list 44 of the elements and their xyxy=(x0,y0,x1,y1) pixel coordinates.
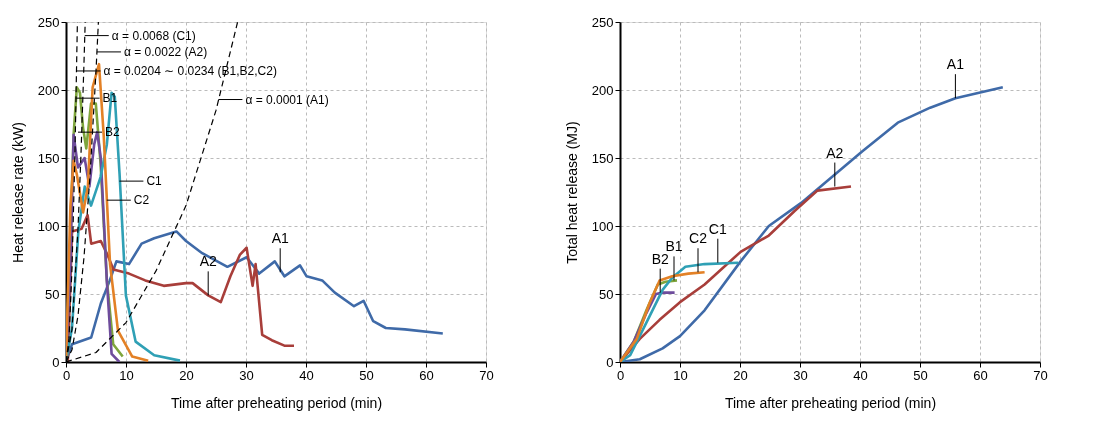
x-tick-label: 30 xyxy=(239,367,254,383)
x-tick-label: 70 xyxy=(479,367,494,383)
y-tick-label: 250 xyxy=(37,14,60,30)
x-tick-label: 40 xyxy=(853,367,868,383)
x-tick-label: 50 xyxy=(913,367,928,383)
y-tick-label: 100 xyxy=(37,218,60,234)
x-tick-label: 20 xyxy=(733,367,748,383)
y-tick-label: 50 xyxy=(45,286,60,302)
annotation: C2 xyxy=(689,230,708,247)
x-tick-label: 50 xyxy=(359,367,374,383)
annotation: C1 xyxy=(146,174,163,189)
y-tick-label: 250 xyxy=(591,14,614,30)
x-tick-label: 10 xyxy=(673,367,688,383)
y-axis-title: Heat release rate (kW) xyxy=(9,122,26,263)
annotation: α = 0.0022 (A2) xyxy=(123,44,208,59)
y-tick-label: 0 xyxy=(52,354,60,370)
x-tick-label: 10 xyxy=(119,367,134,383)
annotation: A1 xyxy=(271,230,289,247)
y-tick-label: 50 xyxy=(599,286,614,302)
x-tick-label: 20 xyxy=(179,367,194,383)
y-tick-label: 150 xyxy=(591,150,614,166)
y-axis-title: Total heat release (MJ) xyxy=(563,121,580,264)
x-axis-title: Time after preheating period (min) xyxy=(170,394,383,411)
x-tick-label: 60 xyxy=(419,367,434,383)
x-tick-label: 40 xyxy=(299,367,314,383)
y-tick-label: 200 xyxy=(591,82,614,98)
annotation: α = 0.0204 ∼ 0.0234 (B1,B2,C2) xyxy=(103,63,277,78)
x-axis-title: Time after preheating period (min) xyxy=(724,394,937,411)
y-tick-label: 200 xyxy=(37,82,60,98)
y-tick-label: 100 xyxy=(591,218,614,234)
x-tick-label: 0 xyxy=(616,367,625,383)
y-tick-label: 0 xyxy=(606,354,614,370)
y-tick-label: 150 xyxy=(37,150,60,166)
x-tick-label: 0 xyxy=(62,367,71,383)
x-tick-label: 30 xyxy=(793,367,808,383)
annotation: A1 xyxy=(946,56,965,73)
annotation: A2 xyxy=(199,253,217,270)
annotation: α = 0.0068 (C1) xyxy=(111,28,196,43)
x-tick-label: 60 xyxy=(973,367,988,383)
annotation: C2 xyxy=(133,193,150,208)
annotation: α = 0.0001 (A1) xyxy=(245,92,329,107)
annotation: C1 xyxy=(708,220,727,237)
annotation: A2 xyxy=(826,144,844,161)
x-tick-label: 70 xyxy=(1033,367,1048,383)
